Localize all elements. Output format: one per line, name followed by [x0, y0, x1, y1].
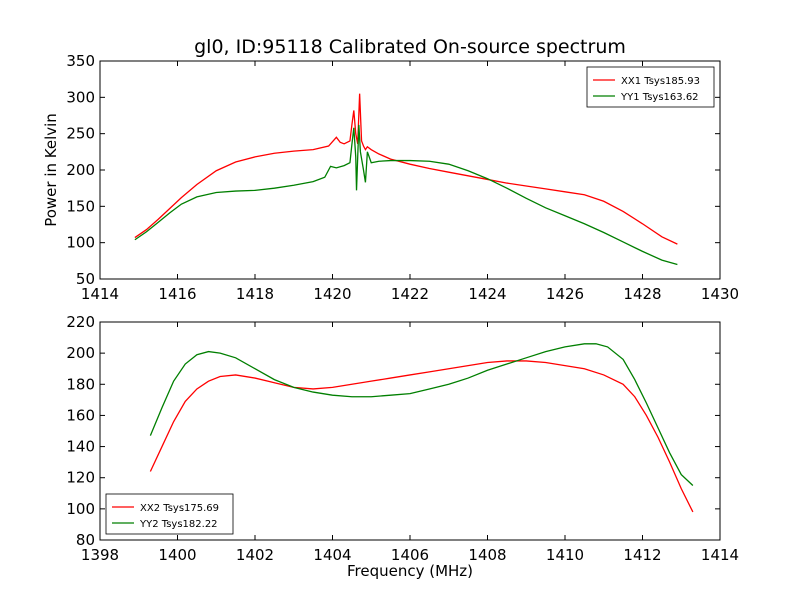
- y-tick-label: 100: [66, 500, 95, 518]
- x-axis-label: Frequency (MHz): [347, 562, 473, 580]
- legend-entry: XX1 Tsys185.93: [621, 76, 700, 87]
- x-tick-label: 1430: [701, 285, 739, 303]
- x-tick-label: 1424: [468, 285, 506, 303]
- y-tick-label: 140: [66, 438, 95, 456]
- y-tick-label: 50: [76, 270, 95, 288]
- legend-entry: YY2 Tsys182.22: [139, 519, 218, 530]
- chart-title: gl0, ID:95118 Calibrated On-source spect…: [194, 36, 626, 58]
- y-tick-label: 200: [66, 161, 95, 179]
- x-tick-label: 1412: [623, 546, 661, 564]
- legend-entry: YY1 Tsys163.62: [620, 92, 699, 103]
- x-tick-label: 1398: [81, 546, 119, 564]
- x-tick-label: 1418: [236, 285, 274, 303]
- y-tick-label: 150: [66, 197, 95, 215]
- y-tick-label: 200: [66, 344, 95, 362]
- y-tick-label: 80: [76, 531, 95, 549]
- y-axis-label: Power in Kelvin: [42, 113, 60, 227]
- x-tick-label: 1422: [391, 285, 429, 303]
- plot-panel-1: 1414 1416 1418 1420 1422 1424 1426 1428 1430 50 10…: [42, 52, 739, 303]
- x-tick-label: 1414: [701, 546, 739, 564]
- y-tick-label: 300: [66, 88, 95, 106]
- legend-box: [105, 493, 234, 535]
- y-tick-label: 180: [66, 375, 95, 393]
- legend-box: [586, 66, 715, 108]
- x-tick-label: 1414: [81, 285, 119, 303]
- x-tick-label: 1416: [158, 285, 196, 303]
- y-tick-label: 120: [66, 469, 95, 487]
- x-tick-label: 1400: [158, 546, 196, 564]
- x-tick-label: 1428: [623, 285, 661, 303]
- x-tick-label: 1420: [313, 285, 351, 303]
- x-tick-label: 1426: [546, 285, 584, 303]
- x-tick-label: 1404: [313, 546, 351, 564]
- series-line-yy-panel-2: [149, 343, 694, 486]
- plots-group: 1414 1416 1418 1420 1422 1424 1426 1428 1430 50 10…: [42, 52, 739, 564]
- y-tick-label: 220: [66, 313, 95, 331]
- legend-entry: XX2 Tsys175.69: [140, 503, 219, 514]
- y-tick-label: 250: [66, 125, 95, 143]
- x-tick-label: 1402: [236, 546, 274, 564]
- y-tick-label: 100: [66, 234, 95, 252]
- series-line-xx-panel-1: [134, 93, 678, 245]
- legend: XX2 Tsys175.69 YY2 Tsys182.22: [105, 493, 234, 535]
- series-line-xx-panel-2: [149, 360, 694, 513]
- legend: XX1 Tsys185.93 YY1 Tsys163.62: [586, 66, 715, 108]
- series-line-yy-panel-1: [134, 124, 678, 266]
- x-tick-label: 1410: [546, 546, 584, 564]
- plot-panel-2: 1398 1400 1402 1404 1406 1408 1410 1412 1414 80 10…: [66, 313, 739, 564]
- y-tick-label: 160: [66, 406, 95, 424]
- x-tick-label: 1406: [391, 546, 429, 564]
- y-tick-label: 350: [66, 52, 95, 70]
- x-tick-label: 1408: [468, 546, 506, 564]
